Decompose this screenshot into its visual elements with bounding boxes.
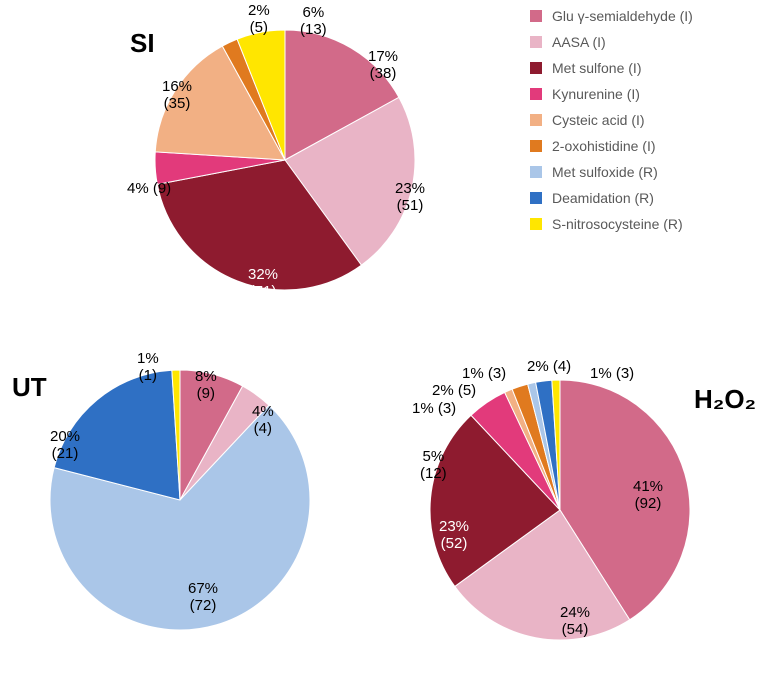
slice-value-label: 1%(1) <box>137 350 159 385</box>
legend-swatch <box>530 192 542 204</box>
slice-value-label: 1% (3) <box>590 365 634 382</box>
slice-value-label: 17%(38) <box>368 48 398 83</box>
slice-value-label: 1% (3) <box>462 365 506 382</box>
legend-label: Kynurenine (I) <box>552 86 640 102</box>
legend-label: 2-oxohistidine (I) <box>552 138 656 154</box>
legend-label: Deamidation (R) <box>552 190 654 206</box>
legend-swatch <box>530 114 542 126</box>
legend-label: Glu γ-semialdehyde (I) <box>552 8 693 24</box>
legend-item: Met sulfoxide (R) <box>530 164 770 180</box>
slice-value-label: 32%(71) <box>248 266 278 301</box>
slice-value-label: 8%(9) <box>195 368 217 403</box>
chart-title-si: SI <box>130 28 155 59</box>
slice-value-label: 23%(52) <box>439 518 469 553</box>
legend-item: Met sulfone (I) <box>530 60 770 76</box>
slice-value-label: 23%(51) <box>395 180 425 215</box>
slice-value-label: 20%(21) <box>50 428 80 463</box>
legend-swatch <box>530 140 542 152</box>
slice-value-label: 1% (3) <box>412 400 456 417</box>
legend-label: S-nitrosocysteine (R) <box>552 216 683 232</box>
slice-value-label: 5%(12) <box>420 448 447 483</box>
legend-swatch <box>530 166 542 178</box>
chart-title-h2o2: H₂O₂ <box>694 384 756 415</box>
slice-value-label: 2% (5) <box>432 382 476 399</box>
slice-value-label: 2%(5) <box>248 2 270 37</box>
chart-title-ut: UT <box>12 372 47 403</box>
legend-item: AASA (I) <box>530 34 770 50</box>
slice-value-label: 24%(54) <box>560 604 590 639</box>
legend-item: Glu γ-semialdehyde (I) <box>530 8 770 24</box>
slice-value-label: 6%(13) <box>300 4 327 39</box>
legend-item: Cysteic acid (I) <box>530 112 770 128</box>
legend-item: Deamidation (R) <box>530 190 770 206</box>
legend-label: Met sulfoxide (R) <box>552 164 658 180</box>
slice-value-label: 4%(4) <box>252 403 274 438</box>
legend-label: Cysteic acid (I) <box>552 112 645 128</box>
legend-swatch <box>530 62 542 74</box>
legend-item: Kynurenine (I) <box>530 86 770 102</box>
legend-item: S-nitrosocysteine (R) <box>530 216 770 232</box>
legend-swatch <box>530 218 542 230</box>
legend: Glu γ-semialdehyde (I) AASA (I) Met sulf… <box>530 8 770 242</box>
legend-label: Met sulfone (I) <box>552 60 641 76</box>
legend-swatch <box>530 10 542 22</box>
legend-label: AASA (I) <box>552 34 606 50</box>
legend-swatch <box>530 88 542 100</box>
figure-root: { "background_color": "#ffffff", "legend… <box>0 0 780 679</box>
slice-value-label: 16%(35) <box>162 78 192 113</box>
slice-value-label: 4% (9) <box>127 180 171 197</box>
slice-value-label: 41%(92) <box>633 478 663 513</box>
legend-swatch <box>530 36 542 48</box>
slice-value-label: 2% (4) <box>527 358 571 375</box>
legend-item: 2-oxohistidine (I) <box>530 138 770 154</box>
slice-value-label: 67%(72) <box>188 580 218 615</box>
